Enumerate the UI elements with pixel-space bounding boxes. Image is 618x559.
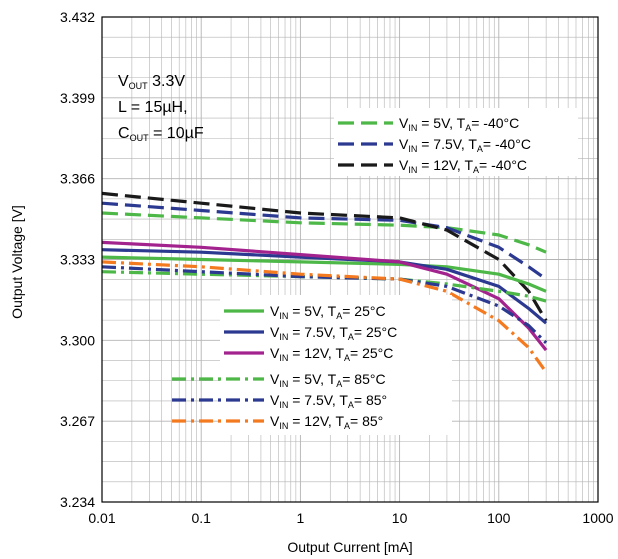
legend-label: VIN = 7.5V, TA= -40°C [399,136,531,154]
series-line [101,191,548,322]
y-tick-label: 3.333 [60,252,95,268]
legend-label: VIN = 7.5V, TA= 85° [270,392,387,410]
y-tick-label: 3.300 [60,332,95,348]
plot-frame [101,16,599,503]
series-line [101,260,548,374]
x-tick-label: 0.1 [191,510,211,526]
x-axis-title: Output Current [mA] [287,539,412,555]
y-tick-label: 3.399 [60,90,95,106]
legend-label: VIN = 7.5V, TA= 25°C [270,324,397,342]
legend-label: VIN = 5V, TA= 85°C [270,371,386,389]
x-tick-label: 0.01 [88,510,115,526]
series-line [101,248,548,325]
legend-label: VIN = 5V, TA= -40°C [399,115,519,133]
axis-ticks: 0.01 0.1 1 10 100 1000 3.234 3.267 3.300 3.333 3.3… [60,9,614,526]
series-line [101,265,548,344]
series-line [101,211,547,254]
y-axis-title: Output Voltage [V] [9,205,25,319]
annotation-inductor: L = 15µH, [118,99,188,116]
y-tick-label: 3.366 [60,171,95,187]
legend-bottom: VIN = 5V, TA= 25°C VIN = 7.5V, TA= 25°C VI… [172,295,452,435]
circuit-annotation: VOUT 3.3V L = 15µH, COUT = 10µF [118,73,204,143]
y-tick-label: 3.234 [60,494,95,510]
legend-label: VIN = 12V, TA= 85° [270,413,383,431]
series-lines [101,191,548,374]
legend-label: VIN = 12V, TA= -40°C [399,157,527,175]
series-line [101,270,547,303]
x-tick-label: 1000 [582,510,613,526]
legend-top: VIN = 5V, TA= -40°C VIN = 7.5V, TA= -40°C… [334,108,578,176]
y-tick-label: 3.267 [60,413,95,429]
legend-label: VIN = 12V, TA= 25°C [270,345,393,363]
x-tick-label: 10 [392,510,408,526]
legend-bottom-background [220,295,452,435]
annotation-cout: COUT = 10µF [118,125,204,143]
x-tick-label: 100 [487,510,511,526]
annotation-vout: VOUT 3.3V [118,73,185,91]
x-tick-label: 1 [297,510,305,526]
y-tick-label: 3.432 [60,9,95,25]
series-line [101,240,548,352]
legend-label: VIN = 5V, TA= 25°C [270,303,386,321]
